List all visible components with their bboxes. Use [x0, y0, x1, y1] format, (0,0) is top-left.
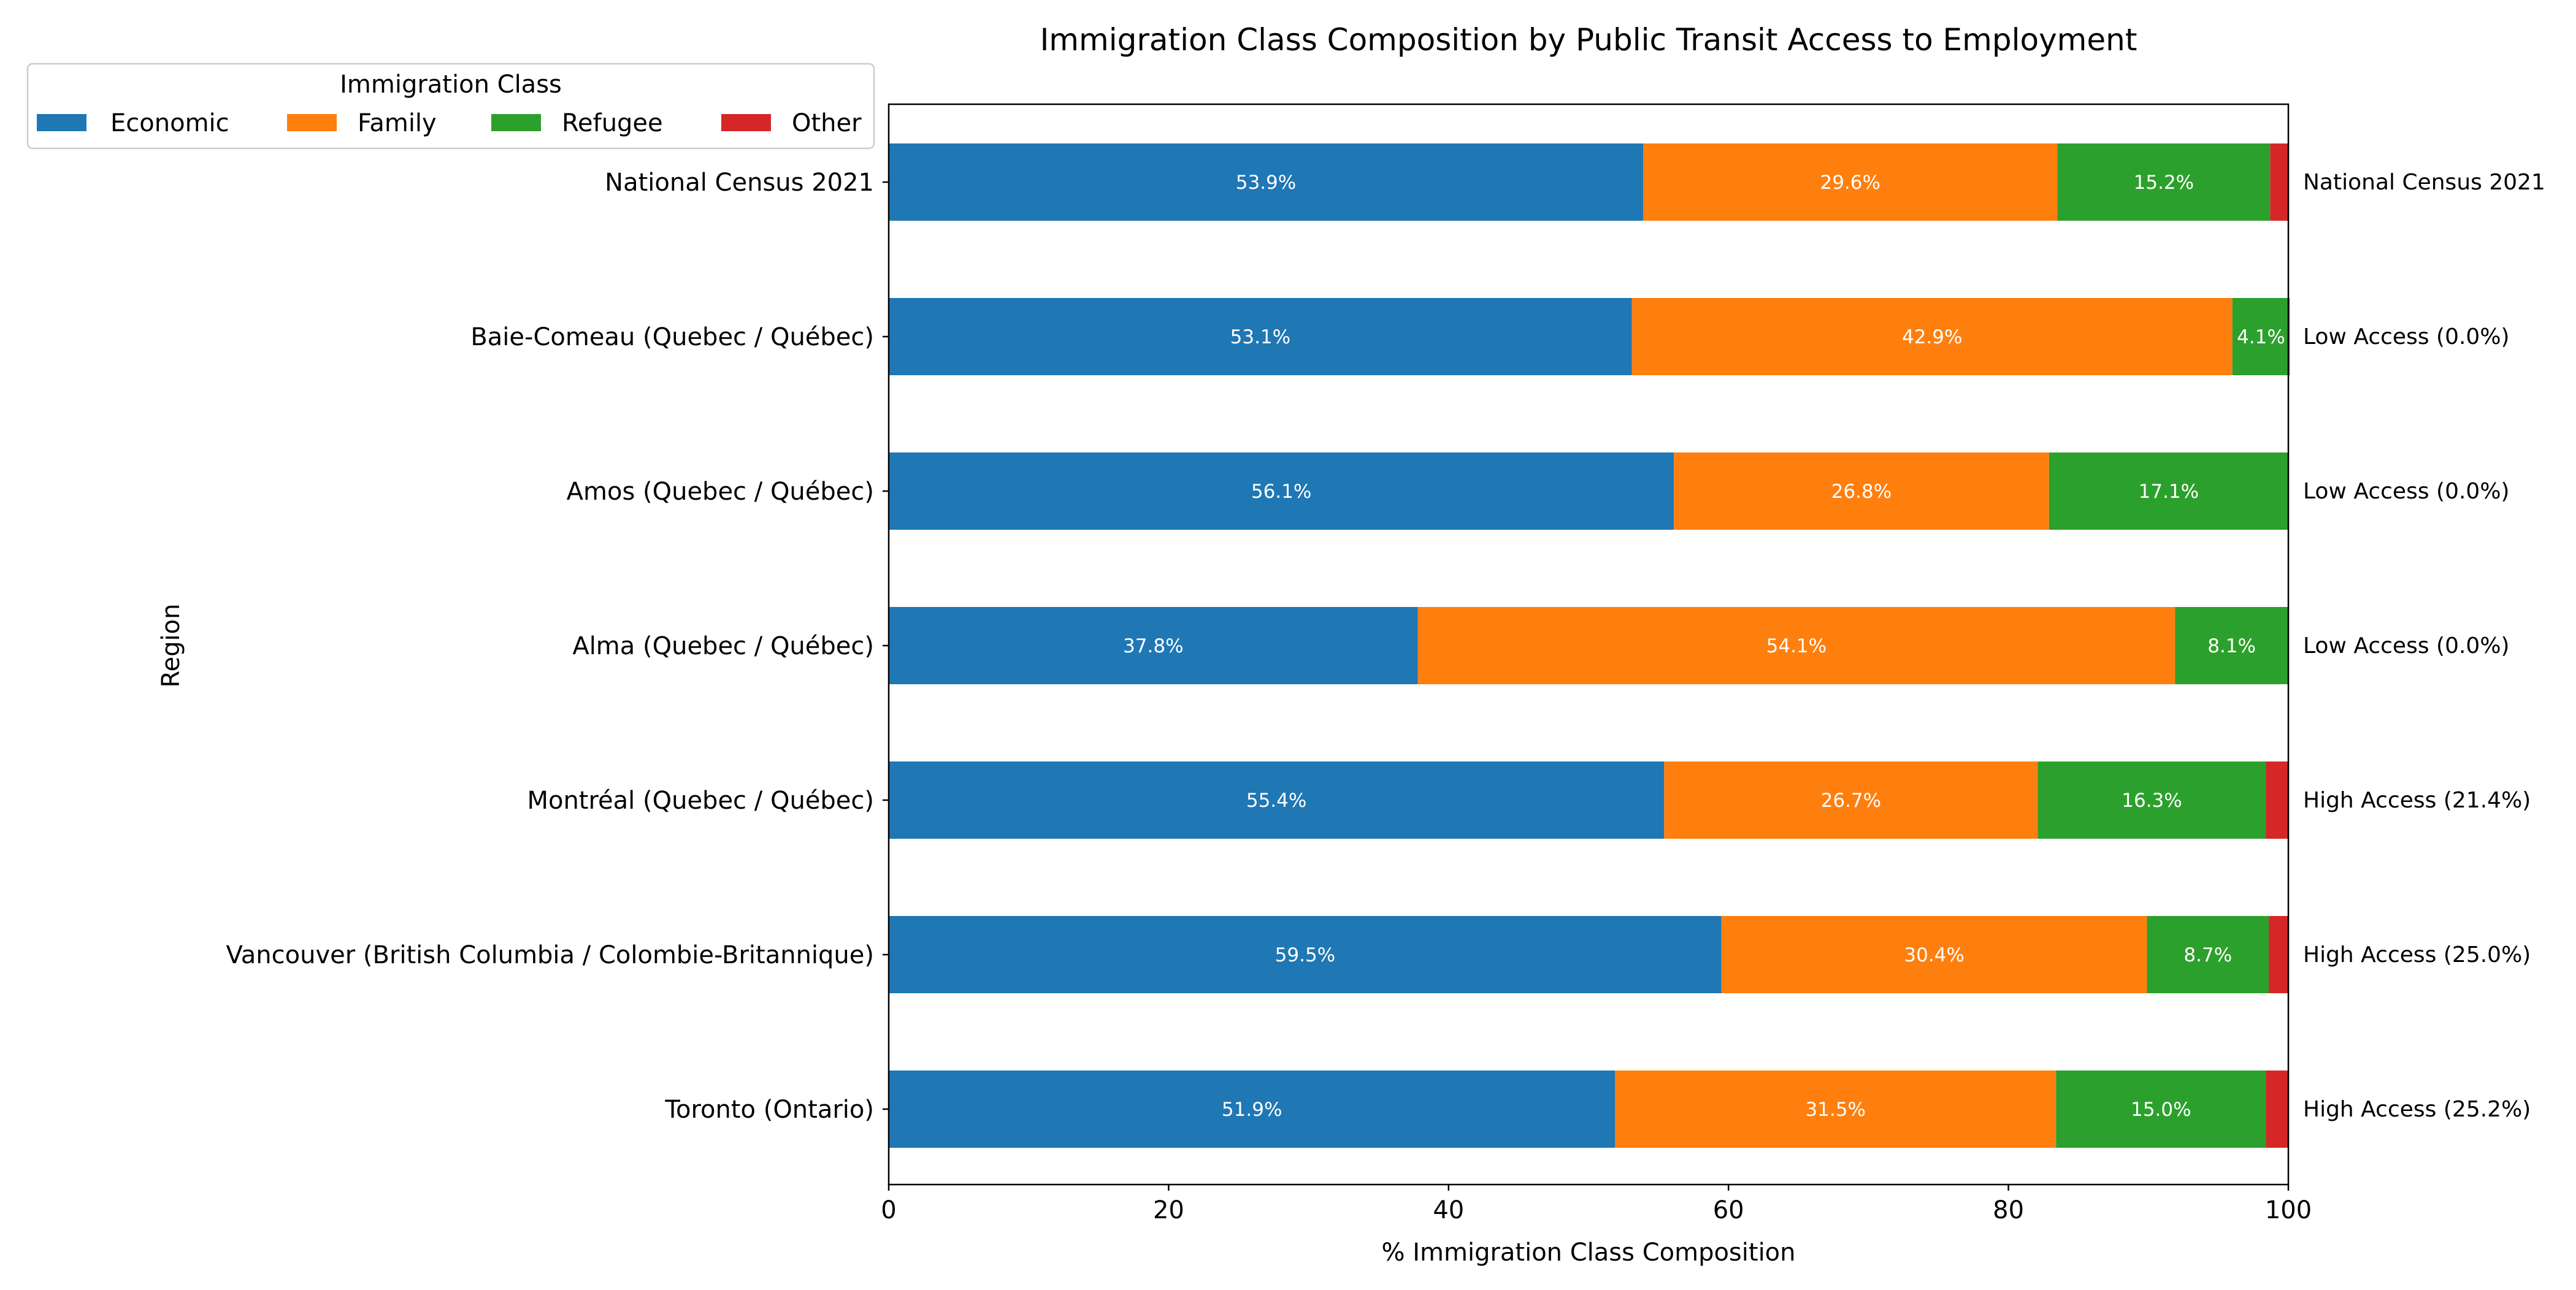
bar-segment-economic: [889, 1071, 1616, 1148]
x-axis-label: % Immigration Class Composition: [1382, 1238, 1796, 1267]
data-label: 56.1%: [1251, 481, 1311, 503]
legend-swatch-economic: [37, 114, 86, 131]
data-label: 8.1%: [2207, 635, 2256, 657]
y-tick-label: Montréal (Quebec / Québec): [527, 787, 874, 815]
y-tick-label: Amos (Quebec / Québec): [567, 478, 874, 506]
data-label: 8.7%: [2183, 944, 2232, 966]
right-annotation: Low Access (0.0%): [2303, 479, 2510, 504]
bar-segment-family: [1664, 761, 2038, 839]
data-label: 31.5%: [1806, 1099, 1866, 1121]
legend-label-economic: Economic: [110, 109, 229, 137]
bar-segment-refugee: [2049, 452, 2288, 530]
right-annotation: National Census 2021: [2303, 170, 2545, 195]
data-label: 59.5%: [1275, 944, 1335, 966]
bar-segment-other: [2270, 143, 2288, 221]
bar-segment-refugee: [2037, 761, 2266, 839]
data-label: 37.8%: [1123, 635, 1183, 657]
data-label: 26.8%: [1831, 481, 1892, 503]
right-annotation: Low Access (0.0%): [2303, 633, 2510, 658]
bar-segment-family: [1674, 452, 2049, 530]
right-annotation: Low Access (0.0%): [2303, 324, 2510, 349]
bar-segment-other: [2269, 916, 2288, 993]
bar-segment-refugee: [2147, 916, 2269, 993]
bar-segment-other: [2266, 1071, 2288, 1148]
right-annotation: High Access (25.2%): [2303, 1097, 2531, 1122]
bar-segment-refugee: [2232, 298, 2290, 375]
legend-label-family: Family: [358, 109, 437, 137]
data-label: 26.7%: [1821, 790, 1881, 812]
y-axis-label: Region: [157, 604, 185, 688]
y-tick-label: National Census 2021: [605, 169, 874, 197]
bar-segment-family: [1643, 143, 2058, 221]
data-label: 29.6%: [1820, 172, 1880, 194]
bar-segment-refugee: [2057, 143, 2271, 221]
bar-segment-economic: [889, 916, 1722, 993]
data-label: 55.4%: [1246, 790, 1306, 812]
legend-title: Immigration Class: [340, 71, 562, 99]
legend-swatch-family: [287, 114, 337, 131]
bar-segment-economic: [889, 143, 1643, 221]
plot-frame: [887, 103, 2290, 1186]
bar-segment-other: [2266, 761, 2288, 839]
data-label: 51.9%: [1222, 1099, 1282, 1121]
y-tick-label: Alma (Quebec / Québec): [572, 632, 874, 660]
y-tick-label: Baie-Comeau (Quebec / Québec): [470, 323, 874, 351]
x-tick-label: 0: [881, 1196, 896, 1224]
data-label: 15.2%: [2134, 172, 2194, 194]
bar-segment-refugee: [2175, 607, 2288, 684]
x-tick-label: 80: [1993, 1196, 2024, 1224]
x-tick-label: 40: [1433, 1196, 1464, 1224]
data-label: 53.1%: [1230, 326, 1290, 348]
legend-label-refugee: Refugee: [562, 109, 663, 137]
data-label: 42.9%: [1902, 326, 1962, 348]
data-label: 30.4%: [1904, 944, 1964, 966]
y-tick-label: Toronto (Ontario): [664, 1096, 874, 1124]
x-tick-label: 60: [1713, 1196, 1744, 1224]
legend-box: [26, 63, 875, 150]
bar-segment-family: [1631, 298, 2233, 375]
legend-swatch-refugee: [491, 114, 541, 131]
bar-segment-family: [1417, 607, 2175, 684]
x-tick-label: 20: [1153, 1196, 1184, 1224]
bar-segment-economic: [889, 761, 1665, 839]
right-annotation: High Access (21.4%): [2303, 788, 2531, 813]
data-label: 53.9%: [1236, 172, 1296, 194]
bar-segment-economic: [889, 607, 1418, 684]
bar-segment-refugee: [2056, 1071, 2266, 1148]
bar-segment-economic: [889, 298, 1632, 375]
data-label: 4.1%: [2237, 326, 2285, 348]
bar-segment-family: [1615, 1071, 2057, 1148]
legend-label-other: Other: [792, 109, 862, 137]
y-tick-label: Vancouver (British Columbia / Colombie-B…: [226, 941, 874, 969]
x-tick-label: 100: [2265, 1196, 2312, 1224]
data-label: 54.1%: [1766, 635, 1827, 657]
bar-segment-family: [1721, 916, 2147, 993]
bar-segment-economic: [889, 452, 1674, 530]
data-label: 17.1%: [2139, 481, 2199, 503]
data-label: 15.0%: [2131, 1099, 2191, 1121]
chart-title: Immigration Class Composition by Public …: [1040, 22, 2137, 58]
legend-swatch-other: [721, 114, 771, 131]
right-annotation: High Access (25.0%): [2303, 942, 2531, 968]
data-label: 16.3%: [2122, 790, 2182, 812]
